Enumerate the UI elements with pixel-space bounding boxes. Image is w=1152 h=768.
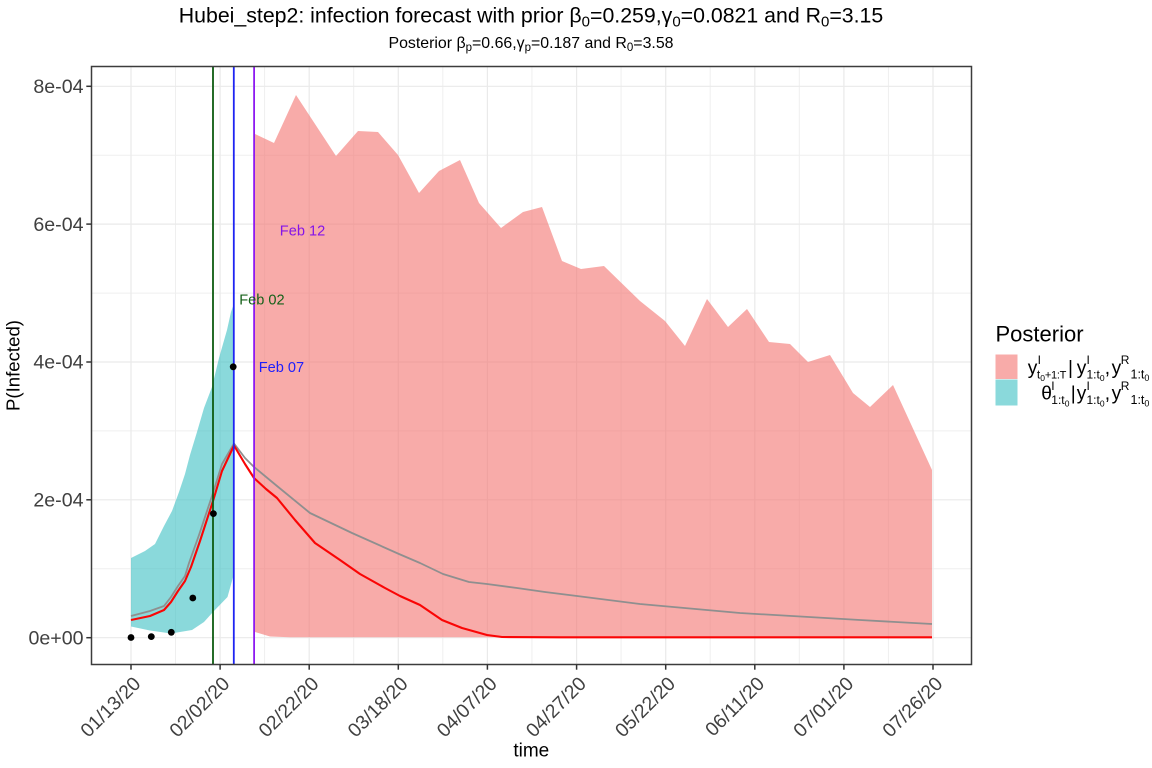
- svg-text:4e-04: 4e-04: [33, 352, 83, 374]
- svg-text:0: 0: [1144, 399, 1149, 409]
- svg-text:+1:T: +1:T: [1045, 369, 1067, 381]
- svg-text:1:t: 1:t: [1087, 367, 1101, 381]
- svg-text:I: I: [1051, 379, 1054, 393]
- svg-text:1:t: 1:t: [1131, 367, 1145, 381]
- svg-text:0: 0: [1100, 399, 1105, 409]
- svg-text:0: 0: [1065, 399, 1070, 409]
- svg-text:y: y: [1077, 384, 1087, 405]
- svg-text:0: 0: [1040, 373, 1045, 383]
- svg-text:y: y: [1028, 358, 1038, 379]
- svg-text:θ: θ: [1041, 384, 1052, 405]
- svg-text:I: I: [1087, 379, 1090, 393]
- svg-text:|: |: [1068, 358, 1073, 379]
- svg-text:time: time: [513, 741, 549, 762]
- svg-text:0: 0: [1144, 373, 1149, 383]
- svg-text:1:t: 1:t: [1131, 393, 1145, 407]
- svg-text:6e-04: 6e-04: [33, 214, 83, 236]
- svg-text:R: R: [1121, 353, 1130, 367]
- svg-text:8e-04: 8e-04: [33, 76, 83, 98]
- svg-text:,: ,: [1105, 358, 1110, 379]
- svg-text:y: y: [1112, 384, 1122, 405]
- svg-text:0e+00: 0e+00: [28, 627, 83, 649]
- svg-text:1:t: 1:t: [1051, 393, 1065, 407]
- svg-text:Posterior βp=0.66,γp=0.187 and: Posterior βp=0.66,γp=0.187 and R0=3.58: [388, 35, 673, 54]
- svg-text:I: I: [1087, 353, 1090, 367]
- svg-text:2e-04: 2e-04: [33, 490, 83, 512]
- svg-text:Hubei_step2: infection forecas: Hubei_step2: infection forecast with pri…: [179, 4, 883, 31]
- svg-text:0: 0: [1100, 373, 1105, 383]
- svg-text:,: ,: [1105, 384, 1110, 405]
- svg-text:1:t: 1:t: [1087, 393, 1101, 407]
- svg-text:|: |: [1071, 384, 1076, 405]
- svg-text:R: R: [1121, 379, 1130, 393]
- svg-text:P(Infected): P(Infected): [3, 320, 24, 411]
- svg-text:Feb 02: Feb 02: [239, 292, 284, 308]
- svg-text:y: y: [1112, 358, 1122, 379]
- svg-text:Feb 07: Feb 07: [259, 360, 304, 376]
- svg-text:y: y: [1077, 358, 1087, 379]
- svg-text:Posterior: Posterior: [996, 322, 1084, 347]
- svg-text:Feb 12: Feb 12: [280, 224, 325, 240]
- svg-text:I: I: [1038, 353, 1041, 367]
- svg-text:t: t: [1037, 367, 1041, 381]
